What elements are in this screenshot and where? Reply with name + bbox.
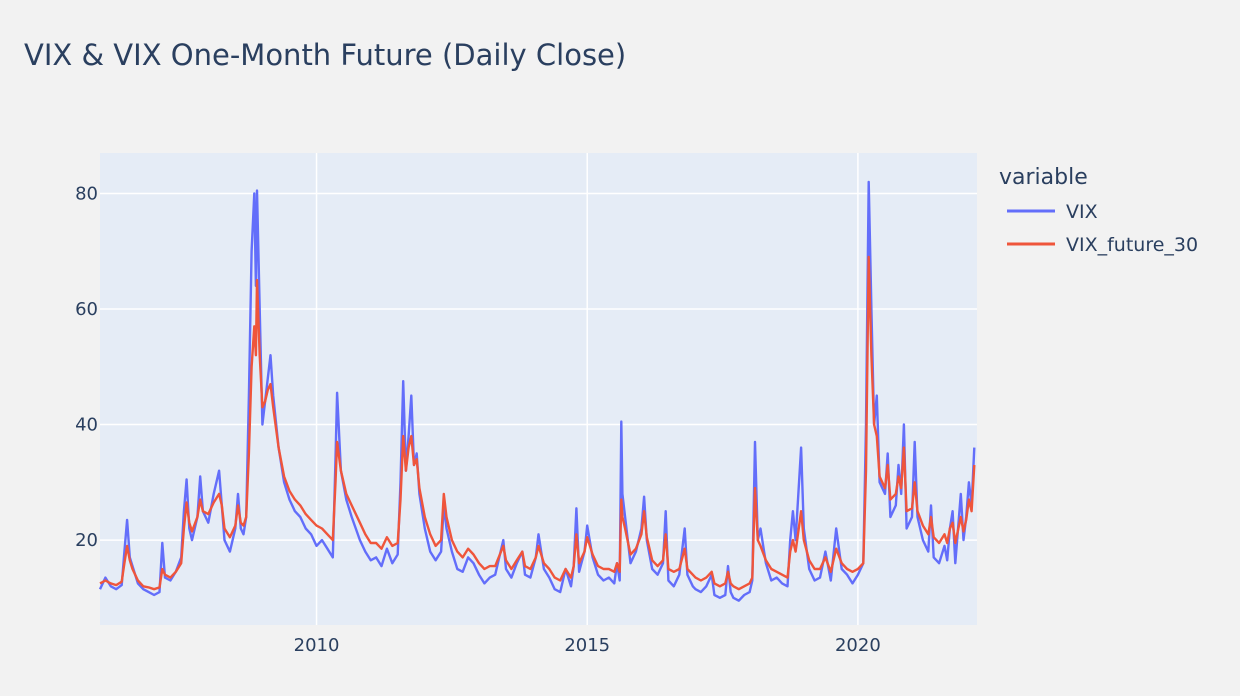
x-tick-label: 2015 bbox=[564, 635, 610, 656]
legend-label: VIX bbox=[1066, 201, 1098, 223]
series-group[interactable] bbox=[98, 180, 976, 602]
x-tick-label: 2010 bbox=[294, 635, 340, 656]
x-tick-label: 2020 bbox=[835, 635, 881, 656]
legend-item-vix[interactable]: VIX bbox=[1007, 201, 1098, 223]
y-tick-label: 40 bbox=[75, 415, 98, 436]
legend-item-vix-future-30[interactable]: VIX_future_30 bbox=[1007, 234, 1198, 256]
legend[interactable]: variable VIX VIX_future_30 bbox=[999, 165, 1198, 256]
legend-title: variable bbox=[999, 165, 1088, 190]
y-tick-label: 80 bbox=[75, 183, 98, 204]
x-axis-ticks: 2010 2015 2020 bbox=[294, 635, 881, 656]
chart-title: VIX & VIX One-Month Future (Daily Close) bbox=[24, 38, 626, 72]
series-line-vix-future-30[interactable] bbox=[99, 255, 976, 591]
grid bbox=[100, 153, 977, 625]
y-tick-label: 60 bbox=[75, 299, 98, 320]
plot-area[interactable] bbox=[100, 153, 977, 625]
legend-items[interactable]: VIX VIX_future_30 bbox=[1007, 201, 1198, 256]
legend-label: VIX_future_30 bbox=[1066, 234, 1198, 256]
y-tick-label: 20 bbox=[75, 530, 98, 551]
y-axis-ticks: 20 40 60 80 bbox=[75, 183, 98, 551]
series-line-vix[interactable] bbox=[98, 180, 976, 602]
